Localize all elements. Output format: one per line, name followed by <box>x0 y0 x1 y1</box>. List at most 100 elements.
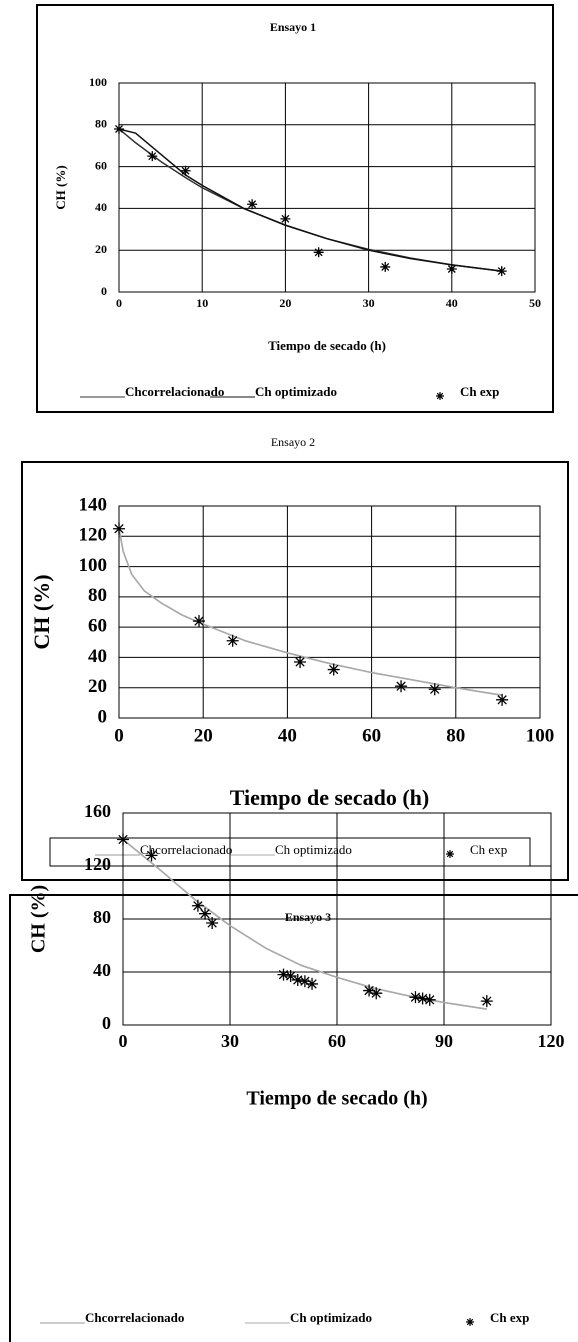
data-point <box>284 969 297 982</box>
y-tick-label: 60 <box>88 616 107 637</box>
x-tick-label: 50 <box>529 296 541 310</box>
x-tick-label: 30 <box>221 1031 239 1051</box>
data-point <box>306 977 319 990</box>
data-point <box>363 984 376 997</box>
data-point <box>247 199 258 210</box>
legend-label: Chcorrelacionado <box>125 384 224 399</box>
data-point <box>380 261 391 272</box>
series-line <box>118 528 503 697</box>
x-tick-label: 0 <box>114 725 124 746</box>
legend-label: Ch optimizado <box>290 1310 372 1325</box>
legend-label: Ch exp <box>470 842 507 857</box>
data-point <box>327 663 340 676</box>
legend-marker <box>466 1318 474 1326</box>
data-point <box>395 680 408 693</box>
y-tick-label: 20 <box>95 242 107 256</box>
x-tick-label: 120 <box>538 1031 565 1051</box>
y-tick-label: 40 <box>93 960 111 980</box>
data-point <box>298 975 311 988</box>
data-point <box>294 655 307 668</box>
x-tick-label: 40 <box>278 725 297 746</box>
data-point <box>191 899 204 912</box>
chart-title: Ensayo 3 <box>285 910 331 924</box>
data-point <box>409 991 422 1004</box>
x-tick-label: 20 <box>194 725 213 746</box>
x-tick-label: 0 <box>116 296 122 310</box>
y-tick-label: 120 <box>84 854 111 874</box>
x-axis-label: Tiempo de secado (h) <box>246 1088 427 1110</box>
data-point <box>180 165 191 176</box>
x-tick-label: 40 <box>446 296 458 310</box>
legend-marker <box>446 850 454 858</box>
data-point <box>277 968 290 981</box>
x-tick-label: 60 <box>362 725 381 746</box>
x-tick-label: 10 <box>196 296 208 310</box>
x-tick-label: 20 <box>279 296 291 310</box>
data-point <box>313 247 324 258</box>
x-axis-label: Tiempo de secado (h) <box>268 338 386 353</box>
y-tick-label: 0 <box>98 706 108 727</box>
data-point <box>226 634 239 647</box>
chart-title: Ensayo 1 <box>270 20 316 34</box>
y-axis-label: CH (%) <box>29 574 54 649</box>
y-tick-label: 100 <box>89 75 107 89</box>
legend-label: Chcorrelacionado <box>85 1310 184 1325</box>
y-tick-label: 0 <box>102 1013 111 1033</box>
y-axis-label: CH (%) <box>53 165 68 209</box>
x-tick-label: 30 <box>363 296 375 310</box>
x-tick-label: 80 <box>446 725 465 746</box>
legend-label: Ch optimizado <box>275 842 352 857</box>
data-point <box>280 213 291 224</box>
data-point <box>147 151 158 162</box>
y-tick-label: 80 <box>88 585 107 606</box>
data-point <box>199 907 212 920</box>
y-tick-label: 120 <box>79 525 108 546</box>
legend-label: Ch optimizado <box>255 384 337 399</box>
y-tick-label: 80 <box>95 117 107 131</box>
chart-frame <box>21 461 569 881</box>
plot-area <box>118 82 536 293</box>
data-point <box>117 833 129 846</box>
legend-label: Chcorrelacionado <box>140 842 232 857</box>
y-tick-label: 0 <box>101 284 107 298</box>
chart-frame <box>36 4 554 413</box>
plot-area <box>118 505 541 719</box>
chart-title: Ensayo 2 <box>271 435 315 449</box>
plot-area <box>122 812 552 1026</box>
legend-label: Ch exp <box>460 384 499 399</box>
data-point <box>496 266 507 277</box>
data-point <box>496 693 509 706</box>
series-line <box>118 128 502 272</box>
x-axis-label: Tiempo de secado (h) <box>230 785 429 810</box>
y-tick-label: 140 <box>79 494 108 515</box>
data-point <box>145 849 158 862</box>
legend-label: Ch exp <box>490 1310 529 1325</box>
data-point <box>192 615 205 628</box>
data-point <box>206 916 219 929</box>
y-tick-label: 100 <box>79 555 108 576</box>
data-point <box>291 973 304 986</box>
data-point <box>446 264 457 275</box>
y-tick-label: 40 <box>95 200 107 214</box>
x-tick-label: 100 <box>526 725 555 746</box>
chart-frame <box>9 894 578 1342</box>
data-point <box>416 992 429 1005</box>
y-tick-label: 160 <box>84 801 111 821</box>
y-tick-label: 20 <box>88 676 107 697</box>
data-point <box>370 987 383 1000</box>
x-tick-label: 60 <box>328 1031 346 1051</box>
x-tick-label: 0 <box>119 1031 128 1051</box>
data-point <box>480 995 493 1008</box>
data-point <box>113 522 125 535</box>
y-tick-label: 60 <box>95 158 107 172</box>
data-point <box>114 123 124 134</box>
data-point <box>423 993 436 1006</box>
legend-marker <box>436 392 444 400</box>
y-tick-label: 80 <box>93 907 111 927</box>
y-axis-label: CH (%) <box>28 885 50 953</box>
y-tick-label: 40 <box>88 646 107 667</box>
data-point <box>428 683 441 696</box>
x-tick-label: 90 <box>435 1031 453 1051</box>
